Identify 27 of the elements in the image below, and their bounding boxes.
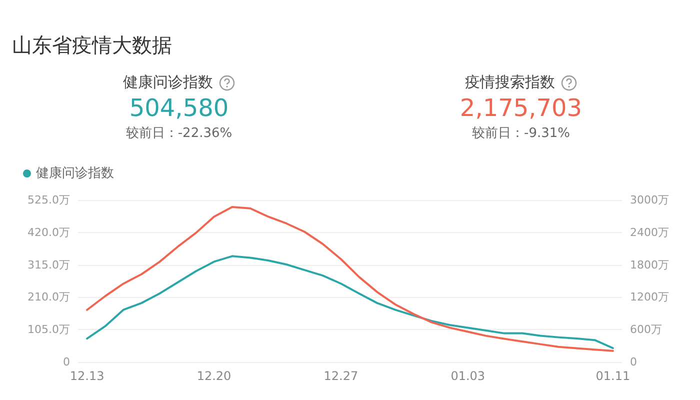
y-tick-label: 210.0万 bbox=[28, 290, 70, 304]
y2-tick-label: 600万 bbox=[630, 323, 662, 336]
legend-label: 健康问诊指数 bbox=[36, 166, 114, 181]
text: 较前日：-22.36% bbox=[124, 125, 234, 142]
y-tick-label: 0 bbox=[63, 356, 70, 368]
line-series bbox=[86, 206, 614, 352]
y-tick-label: 525.0万 bbox=[28, 194, 70, 206]
y2-tick-label: 1800万 bbox=[630, 258, 669, 272]
x-tick-label: 01.11 bbox=[596, 369, 630, 383]
x-tick-label: 01.03 bbox=[450, 369, 486, 383]
y-tick-label: 105.0万 bbox=[28, 323, 70, 336]
y-tick-label: 315.0万 bbox=[28, 258, 70, 272]
text: 健康问诊指数 bbox=[123, 73, 214, 92]
y2-tick-label: 3000万 bbox=[630, 194, 669, 206]
x-tick-label: 12.20 bbox=[196, 369, 232, 383]
line-series bbox=[86, 255, 614, 350]
text: 较前日：-9.31% bbox=[471, 125, 571, 142]
chart-title: 山东省疫情大数据 bbox=[11, 32, 173, 59]
x-tick-label: 12.13 bbox=[70, 369, 104, 383]
text: 504,580 bbox=[128, 94, 230, 122]
y2-tick-label: 0 bbox=[630, 356, 637, 368]
y2-tick-label: 1200万 bbox=[630, 290, 669, 304]
text: 2,175,703 bbox=[458, 94, 584, 122]
y-tick-label: 420.0万 bbox=[28, 226, 70, 239]
x-tick-label: 12.27 bbox=[324, 369, 358, 383]
y2-tick-label: 2400万 bbox=[630, 226, 669, 239]
text: 疫情搜索指数 bbox=[465, 73, 556, 92]
